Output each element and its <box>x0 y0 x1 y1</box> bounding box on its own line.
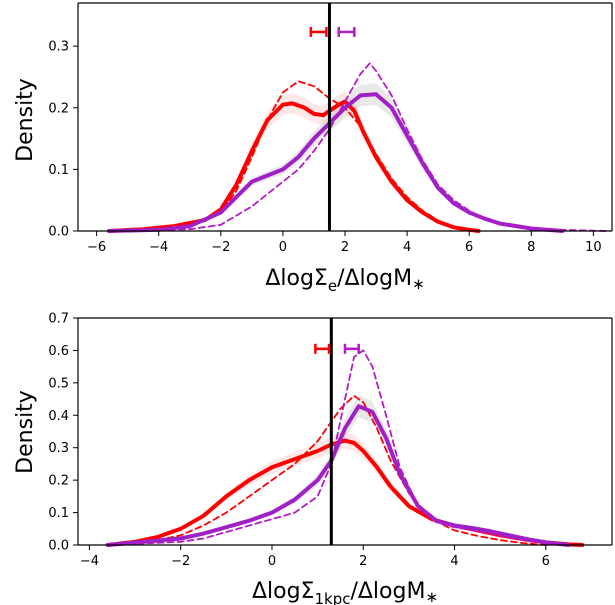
top-density-curve-solid-0 <box>107 99 481 233</box>
bottom-y-tick-label: 0.7 <box>48 312 69 327</box>
top-panel: −6 −4 −2 0 2 4 6 8 10 0.0 0.1 0.2 0.3 Density ΔlogΣe… <box>13 2 613 295</box>
top-errorbar-1 <box>337 26 356 37</box>
bottom-panel: −4 −2 0 2 4 6 0.0 0.1 0.2 0.3 0.4 0.5 0.6 0.7 Density… <box>13 312 613 605</box>
top-density-curve-dashed-3 <box>108 62 607 232</box>
bottom-density-curve-dashed-3 <box>106 349 570 546</box>
bottom-y-axis-label: Density <box>13 390 38 474</box>
bottom-x-tick-label: 2 <box>359 554 367 569</box>
bottom-density-curve-dashed-1 <box>106 394 547 546</box>
top-x-tick-label: −4 <box>149 240 168 255</box>
bottom-y-tick-label: 0.2 <box>48 474 69 489</box>
bottom-x-label-star: ∗ <box>425 588 438 605</box>
bottom-y-tick-label: 0.4 <box>48 409 69 424</box>
top-uncertainty-band-1 <box>109 83 563 231</box>
bottom-uncertainty-band-1 <box>107 395 569 545</box>
bottom-density-curve-solid-2 <box>105 404 571 547</box>
top-x-label-subscript: e <box>328 277 337 295</box>
top-plot-layer: −6 −4 −2 0 2 4 6 8 10 0.0 0.1 0.2 0.3 <box>48 2 613 255</box>
bottom-x-tick-label: 6 <box>542 554 550 569</box>
top-y-tick-label: 0.3 <box>48 40 69 55</box>
top-x-axis-label: ΔlogΣe/ΔlogM∗ <box>265 266 424 295</box>
bottom-x-tick-label: 4 <box>450 554 458 569</box>
top-x-tick-label: 2 <box>341 240 349 255</box>
bottom-x-tick-label: −4 <box>80 554 99 569</box>
bottom-y-tick-label: 0.0 <box>48 539 69 554</box>
bottom-y-tick-label: 0.5 <box>48 376 69 391</box>
top-x-tick-label: 6 <box>465 240 473 255</box>
top-x-label-tail: /ΔlogM <box>337 266 412 291</box>
bottom-y-tick-label: 0.1 <box>48 506 69 521</box>
bottom-errorbar-1 <box>343 343 360 354</box>
top-errorbar-0 <box>309 26 328 37</box>
bottom-x-tick-label: 0 <box>268 554 276 569</box>
bottom-x-axis-label: ΔlogΣ1kpc/ΔlogM∗ <box>252 579 438 605</box>
bottom-errorbar-0 <box>314 343 331 354</box>
top-x-label-main: ΔlogΣ <box>265 266 328 291</box>
top-x-label-star: ∗ <box>412 275 425 293</box>
bottom-x-label-tail: /ΔlogM <box>350 579 425 604</box>
bottom-density-curve-solid-0 <box>105 438 585 547</box>
bottom-x-tick-label: −2 <box>171 554 190 569</box>
top-x-tick-label: 4 <box>403 240 411 255</box>
bottom-y-tick-label: 0.6 <box>48 344 69 359</box>
bottom-x-label-subscript: 1kpc <box>314 590 350 605</box>
top-x-tick-label: 8 <box>527 240 535 255</box>
top-density-curve-solid-2 <box>107 92 565 233</box>
bottom-x-label-main: ΔlogΣ <box>252 579 315 604</box>
top-y-tick-label: 0.2 <box>48 101 69 116</box>
bottom-y-tick-label: 0.3 <box>48 441 69 456</box>
top-y-axis-label: Density <box>13 78 38 162</box>
top-x-tick-label: −2 <box>211 240 230 255</box>
top-y-tick-label: 0.0 <box>48 225 69 240</box>
bottom-plot-layer: −4 −2 0 2 4 6 0.0 0.1 0.2 0.3 0.4 0.5 0.6 0.7 <box>48 312 613 569</box>
top-x-tick-label: −6 <box>87 240 106 255</box>
top-y-tick-label: 0.1 <box>48 163 69 178</box>
top-x-tick-label: 10 <box>585 240 602 255</box>
top-x-tick-label: 0 <box>279 240 287 255</box>
